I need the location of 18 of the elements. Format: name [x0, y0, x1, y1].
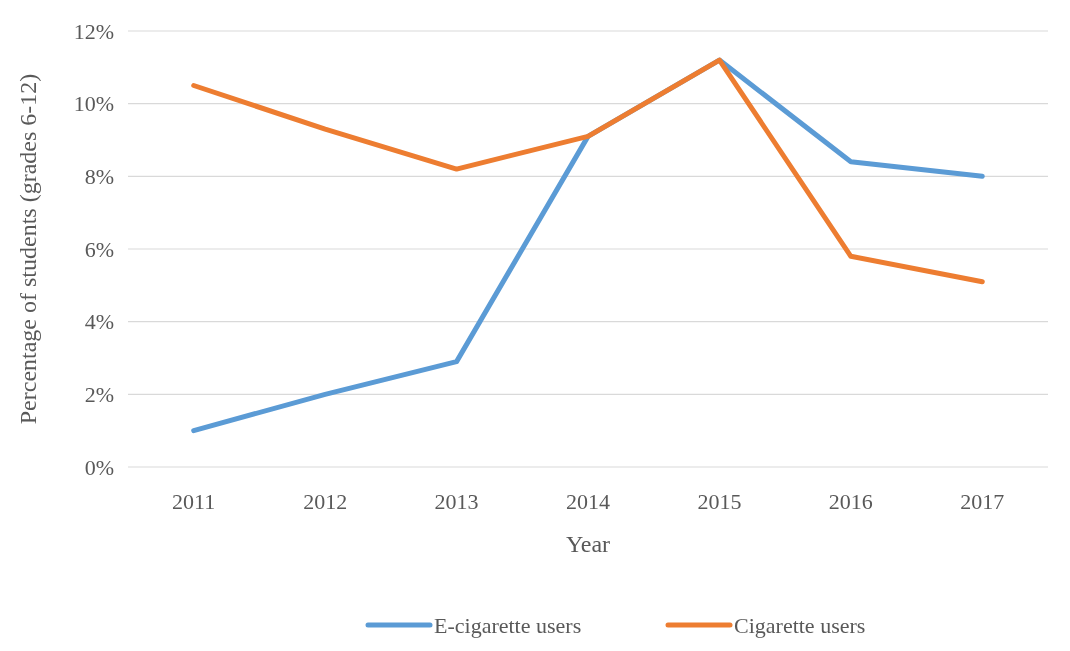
x-tick-label: 2011: [172, 489, 216, 514]
y-tick-label: 12%: [73, 18, 114, 44]
y-tick-label: 0%: [84, 454, 114, 480]
x-tick-label: 2015: [697, 489, 742, 514]
x-tick-label: 2017: [960, 489, 1005, 514]
legend-label: Cigarette users: [734, 612, 866, 638]
x-axis-title: Year: [565, 531, 611, 557]
x-tick-label: 2012: [303, 489, 348, 514]
legend-label: E-cigarette users: [434, 612, 582, 638]
y-tick-label: 8%: [84, 164, 114, 190]
x-tick-label: 2016: [828, 489, 873, 514]
y-axis-title: Percentage of students (grades 6-12): [15, 73, 41, 425]
x-tick-label: 2014: [566, 489, 610, 514]
y-tick-label: 6%: [84, 236, 114, 262]
y-tick-label: 10%: [73, 91, 114, 117]
y-tick-label: 4%: [84, 309, 114, 335]
y-tick-label: 2%: [84, 382, 114, 408]
x-tick-label: 2013: [434, 489, 479, 514]
